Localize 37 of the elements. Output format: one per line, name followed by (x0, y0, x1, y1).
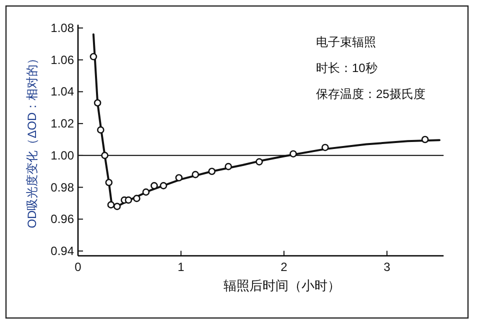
point (175, 174, 183, 182)
annotation: 时长：10秒 (316, 61, 378, 75)
point (97, 126, 104, 134)
point (160, 182, 168, 190)
point (90, 53, 98, 60)
point (192, 170, 200, 178)
y-tick-label: 1.06 (50, 52, 74, 67)
point (124, 196, 132, 204)
point (224, 162, 232, 170)
y-tick-label: 0.98 (50, 180, 74, 194)
point (113, 202, 121, 210)
point (107, 201, 115, 208)
y-tick-label: 1.04 (50, 84, 74, 99)
x-tick-label: 3 (384, 260, 391, 274)
x-axis-title: 辐照后时间（小时） (224, 278, 340, 293)
y-tick-label: 1.02 (50, 116, 74, 131)
annotation: 保存温度：25摄氏度 (316, 87, 426, 101)
y-axis-title: OD吸光度变化（ΔOD：相对的） (25, 52, 39, 228)
annotation: 电子束辐照 (316, 35, 376, 49)
point (105, 178, 113, 186)
point (208, 168, 216, 176)
point (290, 150, 297, 158)
point (150, 182, 158, 190)
point (101, 152, 108, 160)
x-tick-label: 1 (178, 260, 185, 274)
y-tick-label: 0.94 (50, 244, 74, 258)
point (94, 99, 102, 107)
point (256, 158, 263, 166)
y-tick-label: 1.08 (50, 20, 74, 35)
point (133, 194, 140, 202)
x-tick-label: 2 (280, 260, 288, 274)
point (142, 188, 150, 196)
y-tick-label: 0.96 (50, 212, 74, 226)
y-tick-label: 1.00 (50, 148, 74, 162)
x-tick-label: 0 (74, 260, 82, 274)
point (322, 144, 329, 152)
point (421, 136, 429, 144)
